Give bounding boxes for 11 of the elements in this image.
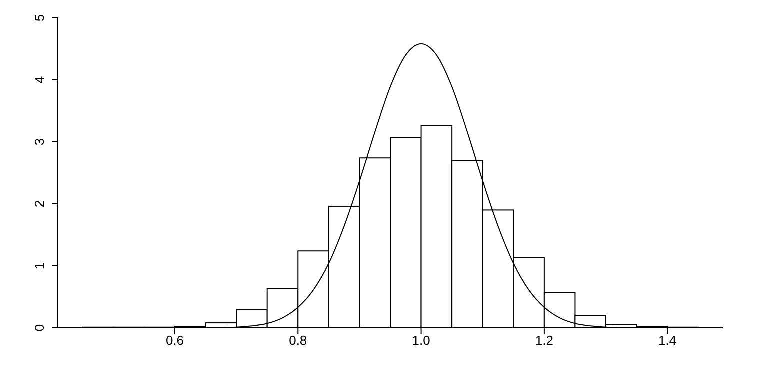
y-tick-label: 3: [32, 138, 47, 146]
x-tick-label: 1.4: [658, 333, 677, 348]
y-tick-label: 0: [32, 324, 47, 332]
y-tick-label: 5: [32, 14, 47, 22]
x-tick-label: 1.2: [535, 333, 554, 348]
y-tick-label: 1: [32, 262, 47, 270]
x-tick-label: 1.0: [412, 333, 430, 348]
x-tick-label: 0.6: [166, 333, 184, 348]
y-tick-label: 4: [32, 76, 47, 84]
x-tick-label: 0.8: [289, 333, 308, 348]
y-tick-label: 2: [32, 200, 47, 208]
